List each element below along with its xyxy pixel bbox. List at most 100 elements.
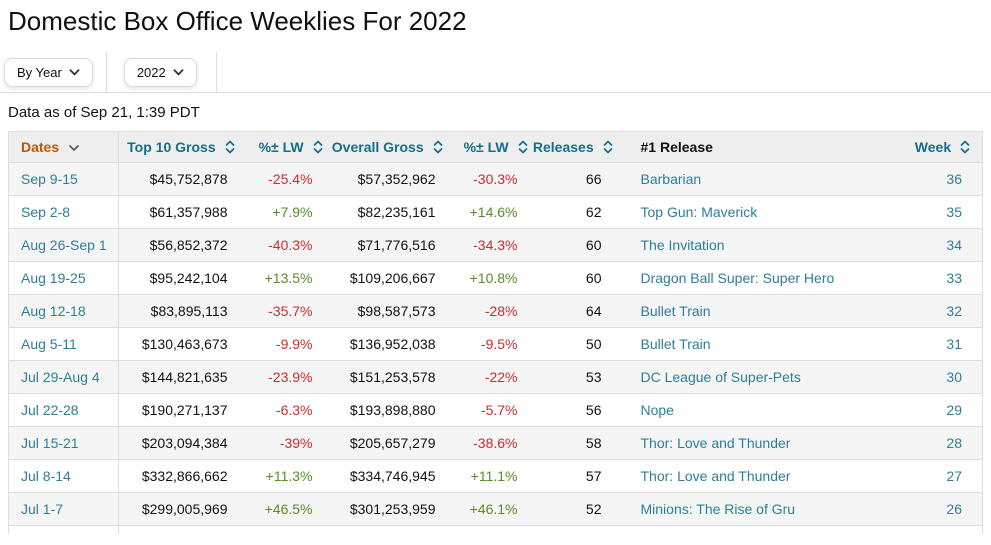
week-link[interactable]: 27 [946,468,962,484]
col-header-dates[interactable]: Dates [8,131,119,163]
dates-link[interactable]: Sep 9-15 [21,171,78,187]
data-as-of-text: Data as of Sep 21, 1:39 PDT [8,104,200,121]
col-header-dates-label: Dates [21,139,60,155]
week-link[interactable]: 34 [946,237,962,253]
dates-link[interactable]: Aug 12-18 [21,303,86,319]
top10-pct-lw-cell: -25.4% [268,171,313,187]
week-link[interactable]: 33 [946,270,962,286]
overall-gross-cell: $71,776,516 [357,237,436,253]
col-header-overall-gross-label: Overall Gross [331,139,424,155]
week-link[interactable]: 28 [946,435,962,451]
chevron-up-down-icon [518,140,527,154]
top10-gross-cell: $56,852,372 [149,237,228,253]
top10-pct-lw-cell: -40.3% [268,237,313,253]
overall-pct-lw-cell: -22% [484,369,518,385]
col-header-week[interactable]: Week [867,132,983,163]
top10-gross-cell: $203,094,384 [141,435,228,451]
chevron-down-icon [69,145,79,151]
overall-gross-cell: $301,253,959 [349,501,436,517]
table-row: Aug 12-18 $83,895,113 -35.7% $98,587,573… [8,294,983,328]
dates-link[interactable]: Aug 5-11 [21,336,77,352]
overall-gross-cell: $136,952,038 [349,336,436,352]
chevron-down-icon [69,68,80,75]
releases-cell: 62 [585,204,602,220]
by-year-dropdown[interactable]: By Year [4,57,93,87]
number1-release-link[interactable]: Nope [640,402,674,418]
table-partial-row [8,525,983,534]
chevron-up-down-icon [603,140,612,154]
week-link[interactable]: 26 [946,501,962,517]
year-dropdown-value: 2022 [136,64,166,80]
table-row: Jul 22-28 $190,271,137 -6.3% $193,898,88… [8,393,983,427]
number1-release-link[interactable]: Bullet Train [640,303,711,319]
overall-pct-lw-cell: +11.1% [470,468,518,484]
top10-gross-cell: $45,752,878 [149,171,228,187]
number1-release-link[interactable]: Dragon Ball Super: Super Hero [640,270,835,286]
col-header-number1-release-label: #1 Release [640,139,713,155]
toolbar-separator [105,51,107,93]
number1-release-link[interactable]: DC League of Super-Pets [640,369,801,385]
top10-pct-lw-cell: +11.3% [265,468,313,484]
week-link[interactable]: 32 [946,303,962,319]
col-header-top10-gross-label: Top 10 Gross [127,139,216,155]
dates-link[interactable]: Jul 22-28 [21,402,79,418]
filter-toolbar: By Year 2022 [0,51,991,93]
col-header-releases[interactable]: Releases [532,132,617,163]
number1-release-link[interactable]: The Invitation [640,237,725,253]
overall-pct-lw-cell: -5.7% [480,402,518,418]
overall-gross-cell: $109,206,667 [349,270,436,286]
overall-pct-lw-cell: -9.5% [480,336,518,352]
week-link[interactable]: 29 [946,402,962,418]
releases-cell: 58 [585,435,602,451]
top10-gross-cell: $130,463,673 [141,336,228,352]
overall-gross-cell: $57,352,962 [357,171,436,187]
top10-pct-lw-cell: -23.9% [268,369,313,385]
week-link[interactable]: 36 [946,171,962,187]
releases-cell: 60 [585,270,602,286]
table-row [8,525,983,534]
releases-cell: 50 [585,336,602,352]
col-header-week-label: Week [914,139,952,155]
year-dropdown[interactable]: 2022 [123,57,197,87]
number1-release-link[interactable]: Thor: Love and Thunder [640,435,791,451]
dates-link[interactable]: Aug 26-Sep 1 [21,237,107,253]
overall-gross-cell: $82,235,161 [357,204,436,220]
number1-release-link[interactable]: Barbarian [640,171,702,187]
overall-pct-lw-cell: -30.3% [473,171,518,187]
table-row: Sep 9-15 $45,752,878 -25.4% $57,352,962 … [8,162,983,196]
table-row: Jul 29-Aug 4 $144,821,635 -23.9% $151,25… [8,360,983,394]
overall-pct-lw-cell: +14.6% [469,204,518,220]
page-title: Domestic Box Office Weeklies For 2022 [8,6,467,36]
col-header-overall-pct-lw[interactable]: %± LW [447,132,532,163]
dates-link[interactable]: Jul 1-7 [21,501,64,517]
chevron-up-down-icon [225,140,234,154]
number1-release-link[interactable]: Top Gun: Maverick [640,204,758,220]
number1-release-link[interactable]: Thor: Love and Thunder [640,468,791,484]
table-row: Aug 26-Sep 1 $56,852,372 -40.3% $71,776,… [8,228,983,262]
top10-gross-cell: $332,866,662 [141,468,228,484]
dates-link[interactable]: Aug 19-25 [21,270,86,286]
dates-link[interactable]: Jul 29-Aug 4 [21,369,100,385]
week-link[interactable]: 30 [946,369,962,385]
by-year-dropdown-label: By Year [17,64,62,80]
week-link[interactable]: 35 [946,204,962,220]
top10-gross-cell: $144,821,635 [141,369,228,385]
dates-link[interactable]: Sep 2-8 [21,204,71,220]
top10-pct-lw-cell: +13.5% [264,270,313,286]
dates-link[interactable]: Jul 8-14 [21,468,71,484]
top10-pct-lw-cell: -6.3% [275,402,313,418]
table-row: Sep 2-8 $61,357,988 +7.9% $82,235,161 +1… [8,195,983,229]
col-header-top10-gross[interactable]: Top 10 Gross [119,132,239,163]
col-header-top10-pct-lw[interactable]: %± LW [239,132,327,163]
col-header-overall-pct-lw-label: %± LW [463,139,509,155]
dates-link[interactable]: Jul 15-21 [21,435,79,451]
week-link[interactable]: 31 [946,336,962,352]
overall-gross-cell: $334,746,945 [349,468,436,484]
releases-cell: 53 [585,369,602,385]
top10-gross-cell: $190,271,137 [141,402,228,418]
col-header-overall-gross[interactable]: Overall Gross [327,132,447,163]
number1-release-link[interactable]: Minions: The Rise of Gru [640,501,796,517]
overall-pct-lw-cell: +46.1% [469,501,518,517]
overall-gross-cell: $205,657,279 [349,435,436,451]
number1-release-link[interactable]: Bullet Train [640,336,711,352]
